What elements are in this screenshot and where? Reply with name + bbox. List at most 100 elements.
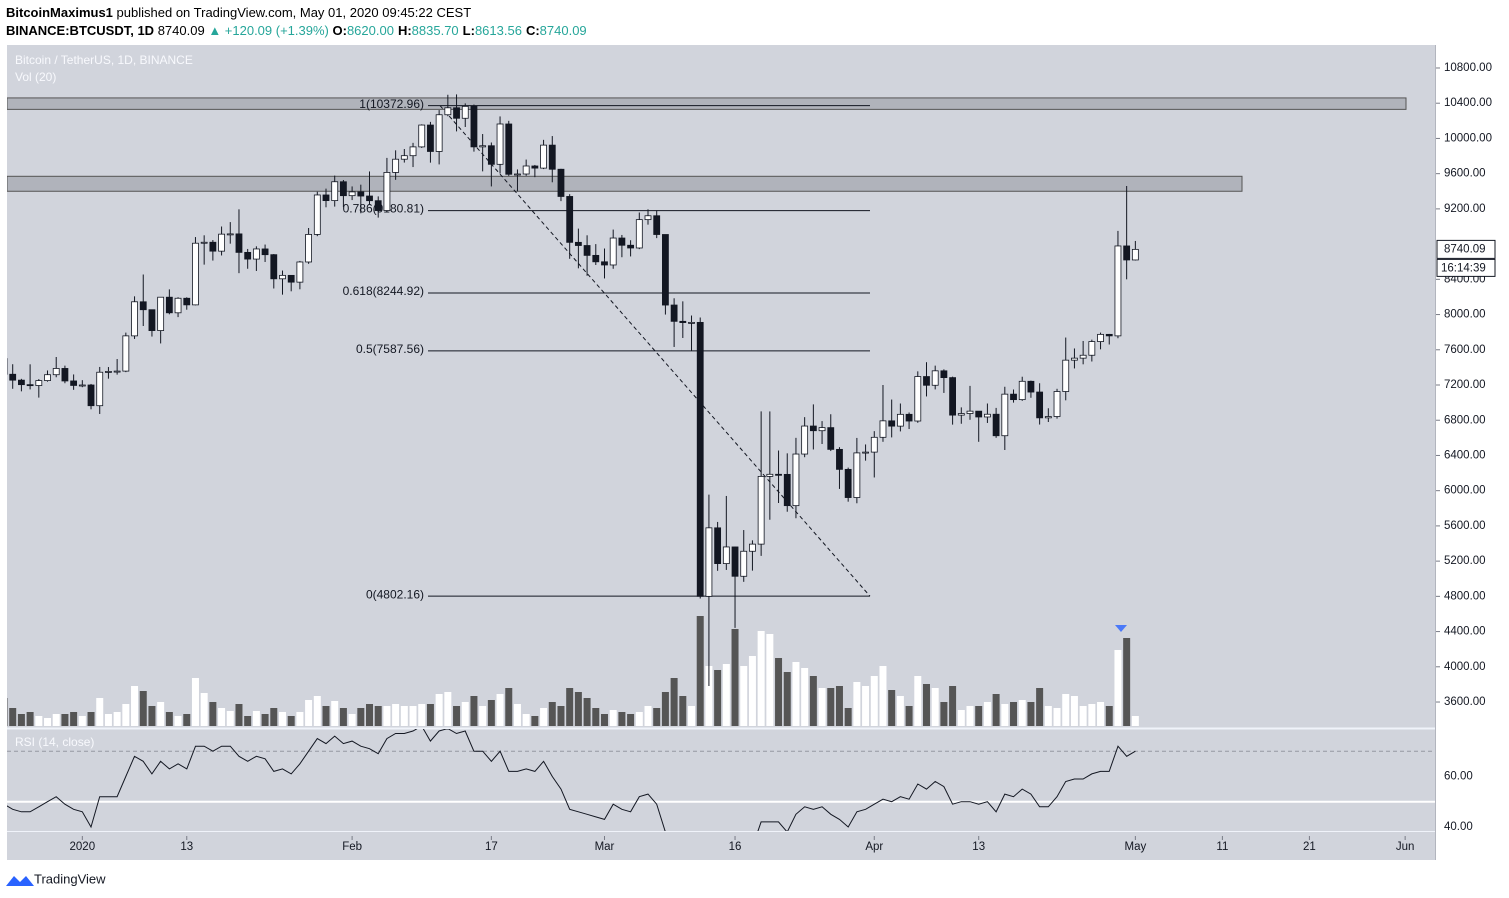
volume-bar: [557, 706, 565, 726]
author: BitcoinMaximus1: [6, 5, 113, 20]
volume-bar: [261, 714, 269, 726]
candle-body: [409, 146, 417, 157]
candle-body: [453, 107, 460, 119]
volume-bar: [87, 712, 95, 726]
candle-body: [1010, 393, 1017, 401]
ohlc-key: C:: [525, 23, 540, 38]
candle-body: [923, 376, 930, 386]
volume-bar: [853, 682, 861, 726]
x-tick-label: 13: [972, 841, 985, 853]
volume-bar: [627, 714, 635, 726]
fib-label: 0.618(8244.92): [343, 284, 424, 298]
candle-body: [235, 233, 243, 253]
volume-bar: [44, 718, 52, 726]
symbol: BINANCE:BTCUSDT, 1D: [6, 23, 155, 38]
volume-bar: [609, 710, 617, 726]
candle-body: [644, 215, 652, 221]
candle-body: [113, 370, 121, 373]
volume-bar: [809, 676, 817, 726]
volume-bar: [548, 702, 556, 726]
last-price-box: [1436, 239, 1496, 259]
volume-bar: [531, 716, 539, 726]
x-tick-label: 17: [485, 841, 498, 853]
candle-body: [540, 144, 547, 169]
y-tick-label: 4400.00: [1444, 626, 1486, 638]
y-tick-label: 6400.00: [1444, 449, 1486, 461]
volume-bar: [270, 708, 278, 726]
x-tick-label: 11: [1216, 841, 1228, 853]
candle-body: [966, 410, 974, 414]
volume-bar: [896, 696, 904, 726]
volume-bar: [992, 694, 1000, 726]
volume-bar: [157, 702, 165, 726]
header: BitcoinMaximus1 published on TradingView…: [6, 4, 591, 40]
volume-bar: [783, 672, 791, 726]
volume-bar: [52, 714, 60, 726]
volume-bar: [748, 656, 756, 726]
volume-bar: [670, 678, 678, 726]
resistance-zone: [7, 175, 1243, 192]
candle-body: [583, 245, 591, 256]
candle-body: [1071, 357, 1078, 361]
volume-bar: [1018, 700, 1026, 726]
volume-bar: [679, 696, 687, 726]
volume-bar: [1097, 702, 1105, 726]
candle-body: [70, 380, 78, 386]
candle-body: [566, 196, 574, 243]
candle-body: [679, 320, 687, 323]
candle-body: [722, 546, 730, 564]
candle-body: [174, 297, 182, 314]
candle-body: [574, 241, 582, 246]
candle-body: [418, 124, 426, 148]
volume-bar: [61, 714, 69, 726]
volume-bar: [1036, 688, 1044, 726]
candle-body: [705, 527, 713, 597]
ohlc-value: 8835.70: [411, 23, 459, 38]
volume-bar: [540, 708, 548, 726]
volume-bar: [949, 686, 957, 726]
candle-body: [522, 165, 530, 175]
candle-body: [1062, 359, 1070, 392]
volume-bar: [975, 706, 983, 726]
volume-bar: [818, 688, 826, 726]
candle-body: [61, 368, 69, 382]
candle-body: [653, 215, 661, 235]
candle-body: [131, 301, 138, 337]
rsi-pane: [7, 729, 1435, 831]
candle-body: [548, 144, 556, 170]
volume-bar: [96, 698, 104, 726]
volume-bar: [1105, 706, 1113, 726]
candle-body: [366, 195, 373, 202]
candle-body: [888, 420, 896, 427]
ohlc-key: H:: [397, 23, 412, 38]
volume-bar: [705, 666, 713, 726]
volume-bar: [870, 676, 878, 726]
volume-bar: [17, 714, 25, 726]
candle-body: [853, 452, 861, 498]
volume-bar: [26, 712, 34, 726]
candle-body: [183, 297, 191, 306]
candle-body: [252, 248, 260, 260]
x-tick-label: Mar: [595, 841, 615, 853]
header-line1: BitcoinMaximus1 published on TradingView…: [6, 4, 591, 22]
candle-body: [949, 377, 956, 416]
candle-body: [757, 476, 765, 545]
candle-body: [844, 468, 852, 498]
candle-body: [139, 301, 147, 311]
candle-body: [975, 410, 983, 418]
volume-bar: [479, 706, 487, 726]
fib-label: 1(10372.96): [359, 97, 424, 111]
volume-bar: [1088, 704, 1096, 726]
countdown-box: [1436, 258, 1496, 277]
x-tick-label: 21: [1303, 841, 1316, 853]
candle-body: [348, 191, 356, 197]
ohlc-value: 8740.09: [539, 23, 587, 38]
last-price: 8740.09: [157, 23, 205, 38]
volume-bar: [218, 708, 226, 726]
rsi-line: [7, 729, 1136, 831]
candle-body: [1018, 380, 1026, 401]
candle-body: [148, 309, 156, 331]
volume-bar: [966, 706, 974, 726]
candle-body: [279, 274, 286, 280]
